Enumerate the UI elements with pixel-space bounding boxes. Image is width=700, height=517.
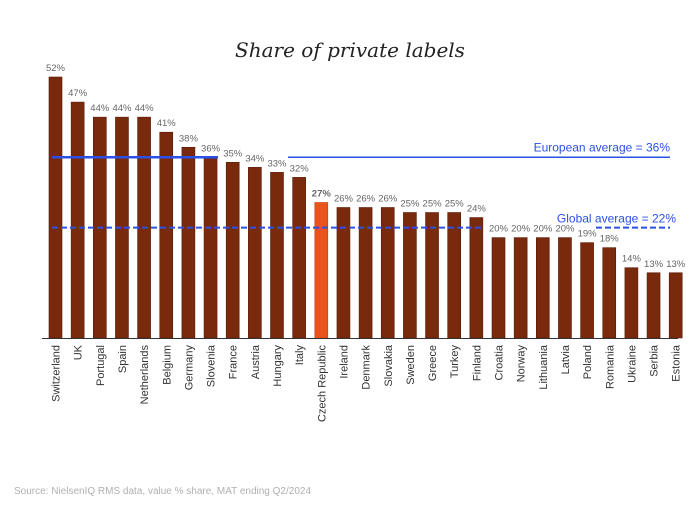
category-label: Germany [183, 345, 195, 391]
bar [469, 217, 484, 339]
data-label: 44% [112, 103, 132, 114]
data-label: 32% [290, 163, 310, 174]
data-label: 19% [578, 229, 598, 240]
data-label: 26% [334, 194, 354, 205]
global-average-label: Global average = 22% [557, 212, 676, 226]
data-label: 36% [201, 143, 221, 154]
data-label: 52% [46, 63, 66, 74]
bar [70, 101, 85, 339]
category-label: Portugal [95, 345, 107, 386]
bar [225, 162, 240, 339]
category-label: Belgium [161, 345, 173, 385]
bar [535, 237, 550, 339]
bar [270, 172, 284, 339]
category-label: Sweden [405, 345, 417, 385]
data-label: 35% [223, 148, 243, 159]
data-label: 25% [445, 199, 465, 210]
bar [203, 157, 218, 339]
bar [403, 212, 417, 339]
data-label: 13% [644, 259, 664, 270]
data-label: 27% [312, 188, 332, 199]
bar [292, 177, 306, 339]
bar [425, 212, 439, 339]
data-label: 20% [555, 224, 575, 235]
bar [602, 247, 617, 339]
category-label: Croatia [494, 344, 506, 380]
bar [580, 242, 594, 339]
category-label: Czech Republic [316, 345, 328, 423]
category-label: Ireland [338, 345, 350, 379]
european-average-label: European average = 36% [534, 140, 671, 154]
bar [447, 212, 462, 339]
data-label: 13% [666, 259, 686, 270]
data-label: 20% [511, 224, 531, 235]
data-label: 26% [378, 194, 398, 205]
category-label: Slovenia [206, 344, 218, 387]
data-label: 26% [356, 194, 376, 205]
category-label: Norway [516, 345, 528, 383]
data-label: 25% [400, 199, 420, 210]
data-label: 44% [135, 103, 155, 114]
category-label: Estonia [671, 344, 683, 382]
chart-title: Share of private labels [235, 38, 465, 62]
category-label: Poland [582, 345, 594, 379]
data-label: 47% [68, 88, 88, 99]
category-label: Hungary [272, 345, 284, 387]
bar [181, 146, 196, 339]
bar [624, 267, 639, 339]
category-label: Finland [471, 345, 483, 381]
category-label: Ukraine [626, 345, 638, 383]
category-label: Slovakia [383, 344, 395, 386]
data-label: 34% [245, 153, 265, 164]
category-label: Turkey [449, 345, 461, 379]
data-label: 18% [600, 234, 620, 245]
bar [491, 237, 506, 339]
data-label: 33% [267, 158, 287, 169]
data-label: 20% [489, 224, 509, 235]
category-label: Netherlands [139, 345, 151, 405]
category-label: Romania [604, 344, 616, 389]
category-label: Italy [294, 345, 306, 366]
category-label: Denmark [361, 345, 373, 390]
bar [646, 272, 661, 339]
data-label: 44% [90, 103, 110, 114]
bar [48, 76, 63, 339]
category-label: Serbia [649, 344, 661, 377]
data-label: 41% [157, 118, 177, 129]
category-label: Switzerland [51, 345, 63, 402]
bar [513, 237, 528, 339]
data-label: 20% [533, 224, 553, 235]
bar [159, 131, 174, 339]
source-note: Source: NielsenIQ RMS data, value % shar… [14, 486, 312, 497]
bar [248, 167, 262, 339]
bar [668, 272, 683, 339]
bar [314, 202, 329, 339]
bar [558, 237, 572, 339]
category-label: Latvia [560, 344, 572, 374]
data-label: 14% [622, 254, 642, 265]
data-label: 24% [467, 204, 487, 215]
data-label: 38% [179, 133, 199, 144]
category-label: Greece [427, 345, 439, 381]
data-label: 25% [423, 199, 443, 210]
category-label: Spain [117, 345, 129, 373]
category-label: Lithuania [538, 344, 550, 390]
category-label: UK [73, 344, 85, 360]
category-label: France [228, 345, 240, 379]
category-label: Austria [250, 344, 262, 379]
